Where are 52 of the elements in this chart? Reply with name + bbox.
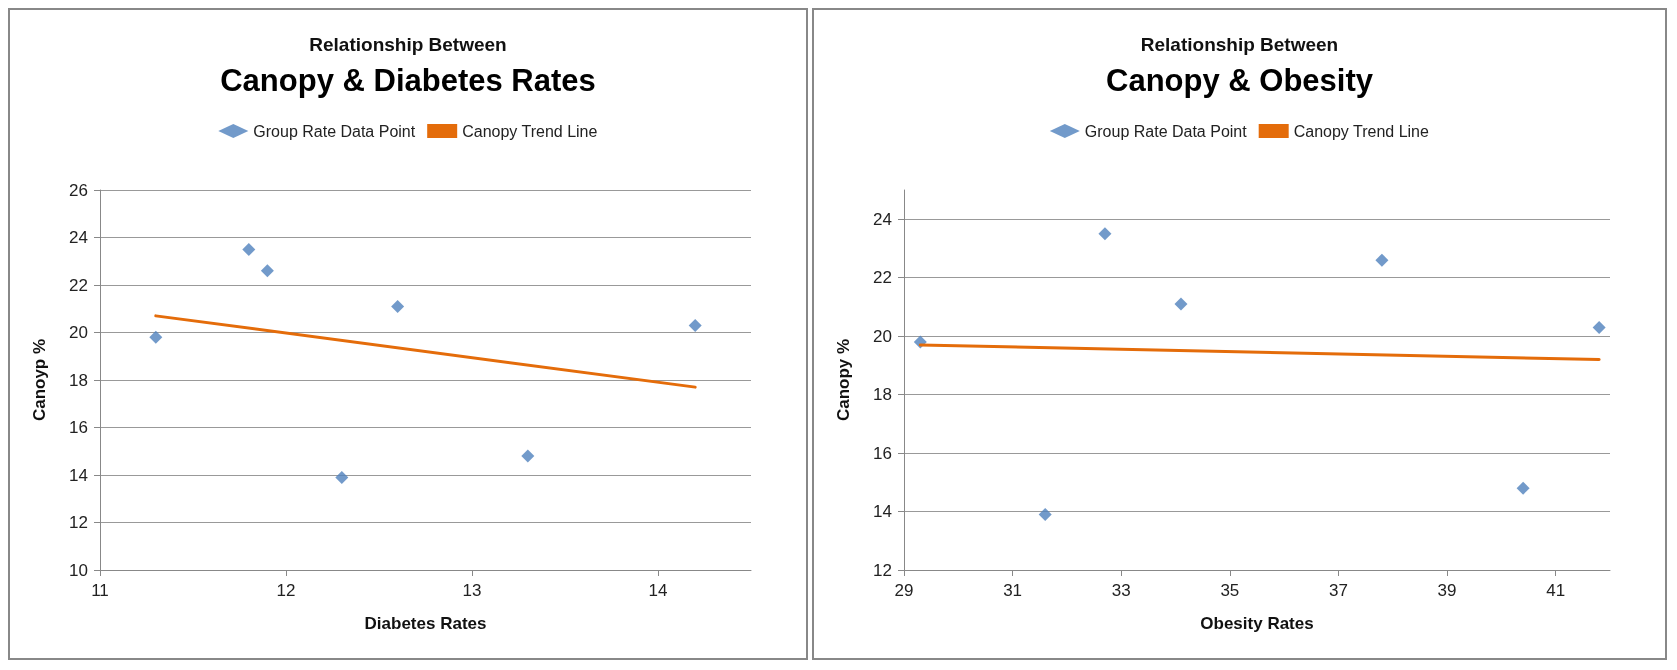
point: [1592, 320, 1606, 334]
y-tick-label: 20: [873, 326, 892, 346]
point: [1098, 227, 1112, 241]
y-tick-label: 24: [873, 209, 892, 229]
y-tick-label: 12: [873, 560, 892, 580]
x-tick-label: 37: [1329, 581, 1348, 600]
y-tick-label: 16: [69, 418, 88, 437]
x-tick-label: 12: [276, 581, 296, 600]
x-tick-label: 29: [894, 581, 914, 600]
y-tick-label: 12: [69, 513, 88, 532]
chart-subtitle: Relationship Between: [1140, 34, 1339, 55]
y-tick-label: 22: [69, 275, 88, 295]
point: [260, 264, 274, 278]
x-tick-label: 31: [1003, 581, 1023, 600]
y-axis-title: Canopy %: [834, 338, 853, 422]
point: [1375, 253, 1389, 267]
y-tick-label: 10: [69, 560, 88, 580]
point: [242, 242, 256, 256]
point: [1038, 507, 1052, 521]
x-axis-title: Diabetes Rates: [364, 614, 487, 633]
point: [335, 470, 349, 484]
y-tick-label: 24: [69, 228, 88, 247]
y-tick-label: 20: [69, 323, 88, 342]
y-tick-label: 18: [873, 385, 892, 405]
x-axis-title: Obesity Rates: [1200, 614, 1314, 633]
y-tick-label: 16: [873, 443, 892, 463]
chart-title: Canopy & Diabetes Rates: [220, 63, 596, 98]
y-tick-label: 14: [873, 502, 892, 522]
x-tick-label: 14: [648, 581, 668, 600]
legend-label: Canopy Trend Line: [462, 122, 598, 140]
legend-label: Group Rate Data Point: [1084, 122, 1248, 140]
y-tick-label: 26: [69, 180, 88, 200]
point: [1174, 297, 1188, 311]
chart-title: Canopy & Obesity: [1106, 63, 1374, 98]
point: [149, 330, 163, 344]
x-tick-label: 33: [1111, 581, 1131, 600]
point: [1516, 481, 1530, 495]
x-tick-label: 39: [1437, 581, 1457, 600]
point: [688, 318, 702, 332]
x-tick-label: 41: [1546, 581, 1566, 600]
point: [391, 299, 405, 313]
legend-label: Canopy Trend Line: [1293, 122, 1429, 140]
y-axis-title: Canoyp %: [30, 338, 49, 422]
legend-label: Group Rate Data Point: [253, 122, 416, 140]
x-tick-label: 35: [1220, 581, 1240, 600]
y-tick-label: 22: [873, 268, 892, 288]
chart-subtitle: Relationship Between: [309, 34, 507, 55]
y-tick-label: 14: [69, 465, 88, 485]
y-tick-label: 18: [69, 370, 88, 390]
x-tick-label: 11: [91, 581, 109, 600]
point: [521, 449, 535, 463]
x-tick-label: 13: [462, 581, 482, 600]
